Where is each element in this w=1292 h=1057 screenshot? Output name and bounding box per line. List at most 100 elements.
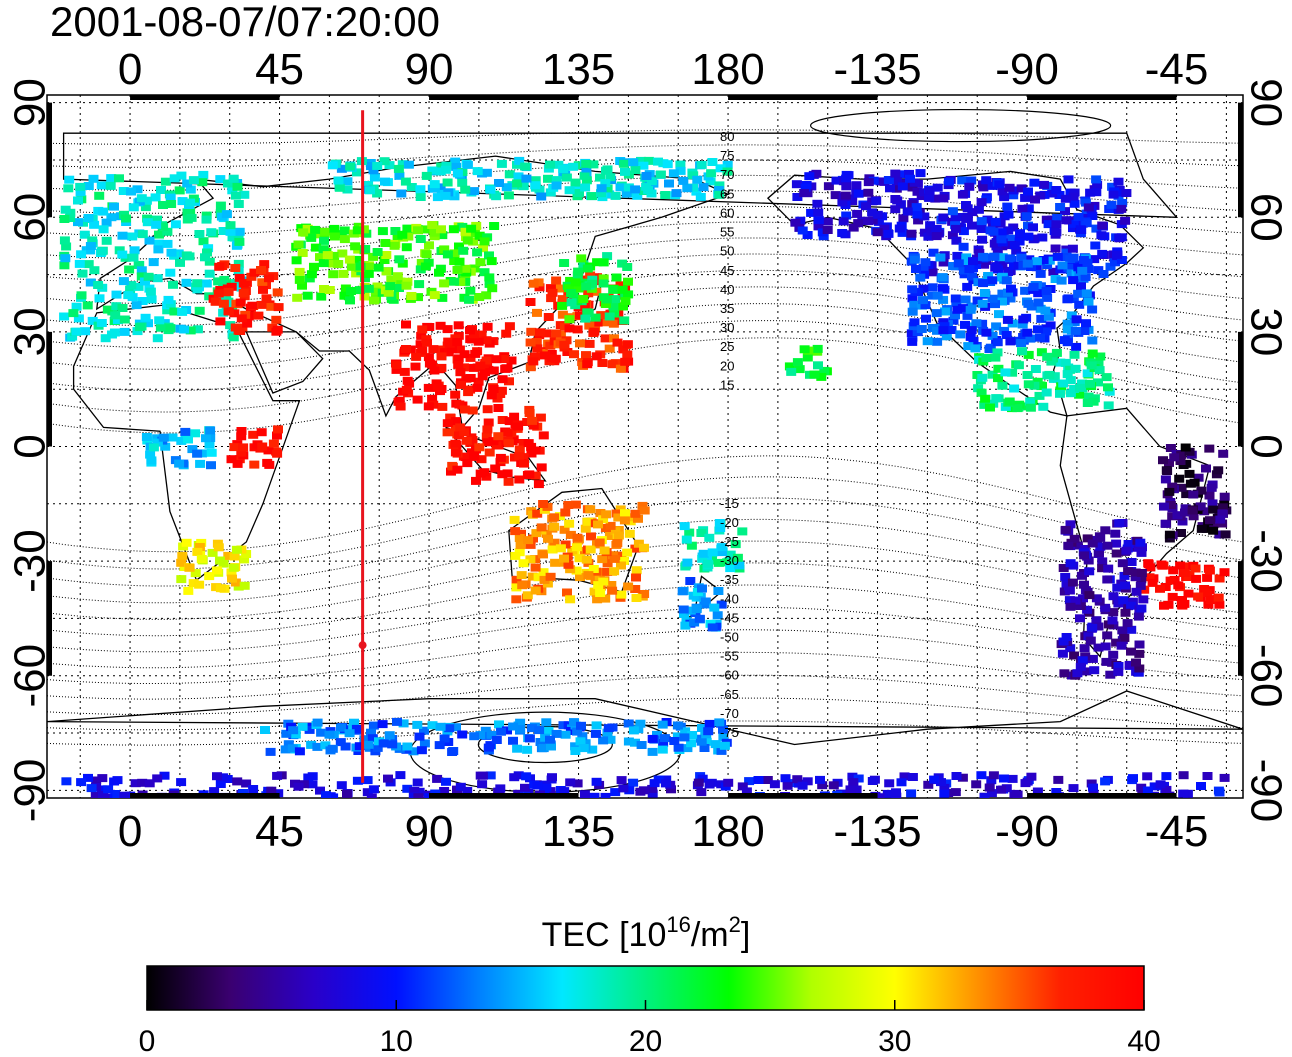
tec-cell-middle-east	[214, 262, 225, 271]
tec-cell-europe	[194, 306, 205, 315]
tec-cell-russia-north	[452, 169, 463, 178]
tec-cell-central-asia	[380, 239, 391, 247]
top-tick-label: 0	[118, 45, 142, 94]
tec-cell-usa	[937, 273, 948, 282]
tec-cell-east-asia	[528, 279, 539, 288]
tec-cell-usa	[946, 326, 957, 334]
tec-cell-australia	[550, 558, 561, 567]
tec-cell-australia	[633, 514, 643, 523]
tec-cell-brazil-east	[1159, 502, 1169, 511]
tec-cell-central-america	[1082, 399, 1093, 407]
tec-cell-central-asia	[482, 233, 493, 242]
tec-cell-east-asia	[545, 284, 556, 293]
tec-cell-east-asia	[557, 310, 568, 319]
tec-cell-south-polar	[815, 775, 825, 784]
tec-cell-south-africa	[196, 555, 207, 563]
tec-cell-argentina	[1138, 595, 1149, 604]
tec-cell-central-asia	[351, 269, 362, 278]
tec-cell-canada	[1023, 187, 1033, 196]
tec-cell-europe	[80, 327, 91, 336]
tec-cell-southeast-asia	[454, 431, 464, 440]
tec-cell-south-polar	[647, 784, 658, 793]
tec-cell-central-asia	[392, 272, 403, 281]
tec-cell-canada	[1116, 204, 1127, 213]
tec-cell-africa-east	[236, 427, 247, 435]
tec-cell-central-asia	[345, 296, 355, 305]
tec-cell-usa	[1026, 302, 1037, 311]
tec-cell-australia	[598, 515, 609, 524]
tec-cell-central-asia	[487, 284, 498, 293]
tec-cell-central-asia	[442, 250, 453, 259]
left-tick-label: -90	[6, 759, 55, 823]
tec-cell-south-polar	[696, 788, 707, 797]
tec-cell-usa	[987, 276, 998, 285]
tec-cell-canada	[1121, 189, 1132, 197]
tec-cell-canada	[1114, 233, 1125, 242]
tec-cell-usa	[1028, 282, 1039, 291]
tec-cell-canada	[938, 258, 949, 267]
tec-cell-central-america	[1000, 368, 1011, 377]
tec-cell-south-asia	[399, 367, 410, 376]
tec-cell-argentina	[1065, 520, 1076, 529]
tec-cell-central-asia	[475, 258, 486, 267]
tec-cell-usa	[984, 345, 995, 354]
left-tick-label: 90	[6, 78, 55, 127]
tec-cell-russia-north	[415, 193, 426, 201]
tec-cell-russia-north	[636, 156, 646, 165]
tec-cell-japan	[602, 252, 613, 261]
tec-cell-russia-north	[715, 164, 726, 173]
tec-cell-new-zealand	[697, 584, 707, 593]
tec-cell-usa	[1062, 319, 1073, 328]
tec-cell-russia-north	[440, 165, 451, 174]
tec-cell-southeast-asia	[482, 438, 493, 447]
tec-cell-europe	[61, 242, 72, 251]
bottom-tick-label: 180	[691, 807, 764, 856]
tec-cell-europe	[154, 316, 165, 325]
tec-cell-south-asia	[423, 353, 434, 362]
tec-cell-antarctic-ring	[545, 735, 555, 744]
tec-cell-south-asia	[465, 335, 476, 344]
tec-cell-europe	[73, 218, 83, 227]
tec-cell-europe	[165, 300, 176, 309]
tec-cell-russia-north	[587, 192, 597, 201]
tec-cell-russia-north	[564, 186, 575, 195]
tec-cell-australia	[599, 546, 610, 555]
tec-cell-central-america	[1104, 387, 1115, 396]
tec-cell-europe	[89, 266, 100, 275]
tec-cell-east-asia	[591, 352, 602, 361]
tec-cell-central-asia	[327, 259, 338, 268]
tec-cell-alaska	[879, 224, 890, 233]
tec-cell-argentina	[1126, 601, 1137, 610]
tec-cell-alaska	[822, 226, 833, 234]
tec-cell-central-america	[1044, 370, 1055, 379]
tec-cell-japan	[580, 314, 591, 323]
tec-cell-africa-east	[268, 439, 279, 448]
contour-line	[47, 674, 1243, 715]
tec-cell-antarctic-ring	[408, 747, 419, 756]
tec-cell-middle-east	[272, 288, 283, 297]
contour-line	[47, 497, 1243, 587]
tec-cell-alaska	[813, 222, 824, 231]
tec-cell-japan	[578, 260, 589, 269]
colorbar-ticks: 0 10 20 30 40	[139, 1000, 1161, 1057]
tec-cell-africa-west	[192, 449, 203, 458]
tec-cell-argentina	[1111, 539, 1122, 548]
tec-cell-middle-east	[257, 278, 268, 287]
tec-cell-canada	[1055, 203, 1066, 211]
tec-cell-russia-north	[379, 157, 390, 166]
tec-cell-central-america	[1069, 350, 1080, 359]
tec-cell-europe	[65, 214, 76, 222]
tec-cell-southeast-asia	[459, 405, 470, 414]
tec-cell-central-asia	[372, 282, 383, 291]
tec-cell-argentina	[1130, 568, 1141, 577]
tec-cell-south-africa	[226, 568, 237, 577]
tec-cell-russia-north	[427, 166, 438, 175]
tec-cell-europe	[182, 215, 193, 224]
tec-cell-central-asia	[465, 286, 476, 295]
tec-cell-east-asia	[584, 321, 595, 330]
tec-cell-canada	[1004, 183, 1015, 192]
tec-cell-argentina	[1121, 546, 1132, 555]
tec-cell-east-asia	[615, 281, 626, 290]
tec-cell-usa	[1074, 300, 1085, 309]
tec-cell-south-asia	[493, 404, 504, 412]
